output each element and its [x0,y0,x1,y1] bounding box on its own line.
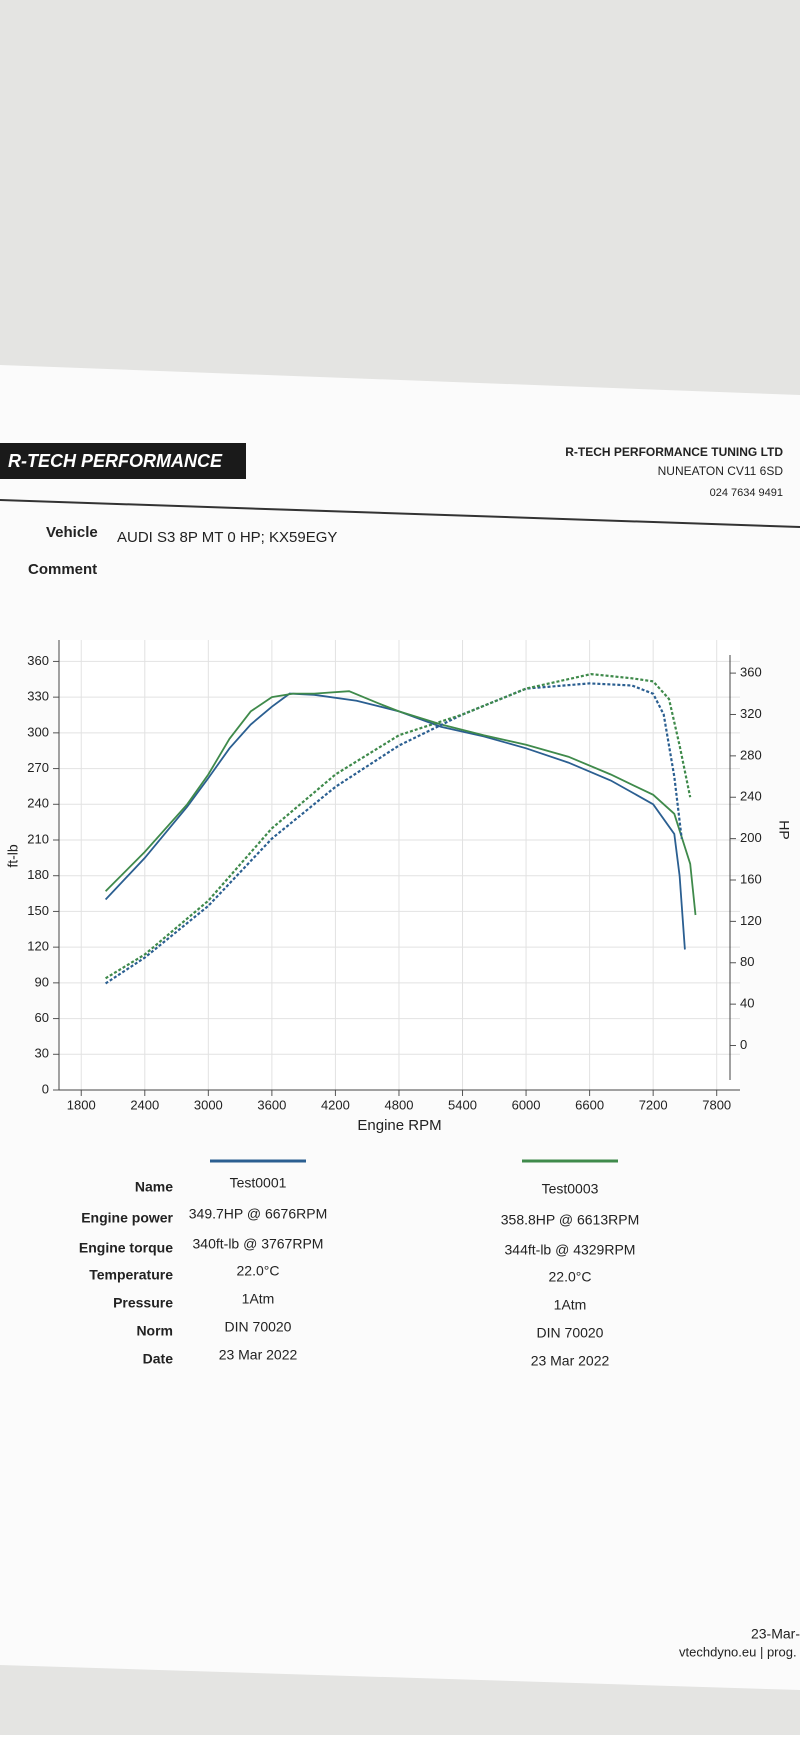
address: NUNEATON CV11 6SD [658,464,784,478]
x-tick-label: 3000 [194,1097,223,1112]
row-label: Engine torque [79,1240,173,1256]
logo: R-TECH PERFORMANCE [8,451,223,471]
cell: Test0003 [542,1181,599,1197]
comment-label: Comment [28,561,97,578]
y-tick-label: 90 [35,974,49,989]
footer-site: vtechdyno.eu | prog. ver. 6 [679,1644,800,1659]
x-tick-label: 5400 [448,1097,477,1112]
cell: 344ft-lb @ 4329RPM [505,1242,636,1258]
y-tick-label: 300 [27,724,49,739]
y-tick-label: 330 [27,689,49,704]
y-axis-label: ft-lb [5,844,21,868]
y-tick-label: 150 [27,903,49,918]
x-tick-label: 6000 [512,1097,541,1112]
y-tick-label: 360 [27,653,49,668]
y-tick-label: 240 [27,796,49,811]
cell: Test0001 [230,1175,287,1191]
cell: 23 Mar 2022 [531,1353,610,1369]
row-label: Date [143,1351,174,1367]
power-curve [105,672,692,980]
chart: 1800 2400 3000 3600 4200 4800 5400 6000 6600 7200… [5,640,792,1134]
footer-date: 23-Mar- [751,1626,800,1642]
y2-tick-label: 320 [740,706,762,721]
row-label: Name [135,1179,173,1195]
y2-tick-label: 80 [740,954,754,969]
x-tick-label: 1800 [67,1097,96,1112]
y2-tick-label: 240 [740,789,762,804]
y-tick-label: 270 [27,760,49,775]
cell: 22.0°C [237,1263,280,1279]
x-axis-label: Engine RPM [357,1117,441,1134]
x-tick-label: 6600 [575,1097,604,1112]
cell: 1Atm [554,1297,587,1313]
cell: DIN 70020 [537,1325,604,1341]
spec-table: Name Test0001 Test0003 Engine power 349.7HP … [79,1159,639,1369]
x-tick-label: 4200 [321,1097,350,1112]
cell: 340ft-lb @ 3767RPM [193,1236,324,1252]
vehicle-value: AUDI S3 8P MT 0 HP; KX59EGY [117,529,337,546]
y-tick-label: 180 [27,867,49,882]
x-tick-label: 3600 [257,1097,286,1112]
y-tick-label: 60 [35,1010,49,1025]
company: R-TECH PERFORMANCE TUNING LTD [565,445,783,459]
cell: 358.8HP @ 6613RPM [501,1212,639,1228]
vehicle-label: Vehicle [46,524,98,541]
phone: 024 7634 9491 [710,487,783,499]
y-tick-label: 30 [35,1046,49,1061]
x-tick-label: 7200 [639,1097,668,1112]
y-tick-label: 210 [27,831,49,846]
y2-tick-label: 40 [740,996,754,1011]
torque-curve [104,690,697,916]
x-tick-label: 2400 [130,1097,159,1112]
cell: 22.0°C [549,1269,592,1285]
cell: 23 Mar 2022 [219,1347,298,1363]
row-label: Temperature [89,1267,173,1283]
cell: DIN 70020 [225,1319,292,1335]
x-tick-label: 4800 [385,1097,414,1112]
cell: 349.7HP @ 6676RPM [189,1206,327,1222]
y2-tick-label: 120 [740,913,762,928]
power-curve [104,682,683,985]
x-tick-label: 7800 [702,1097,731,1112]
torque-curve [104,692,686,950]
y2-tick-label: 280 [740,747,762,762]
y2-tick-label: 0 [740,1037,747,1052]
y2-tick-label: 200 [740,830,762,845]
row-label: Engine power [81,1210,173,1226]
y2-tick-label: 160 [740,871,762,886]
row-label: Pressure [113,1295,173,1311]
row-label: Norm [136,1323,173,1339]
separator [0,499,800,528]
y-tick-label: 0 [42,1081,49,1096]
cell: 1Atm [242,1291,275,1307]
plot-area [59,640,740,1090]
y2-tick-label: 360 [740,665,762,680]
y-tick-label: 120 [27,939,49,954]
logo-box [0,443,246,479]
y2-axis-label: HP [776,820,792,839]
